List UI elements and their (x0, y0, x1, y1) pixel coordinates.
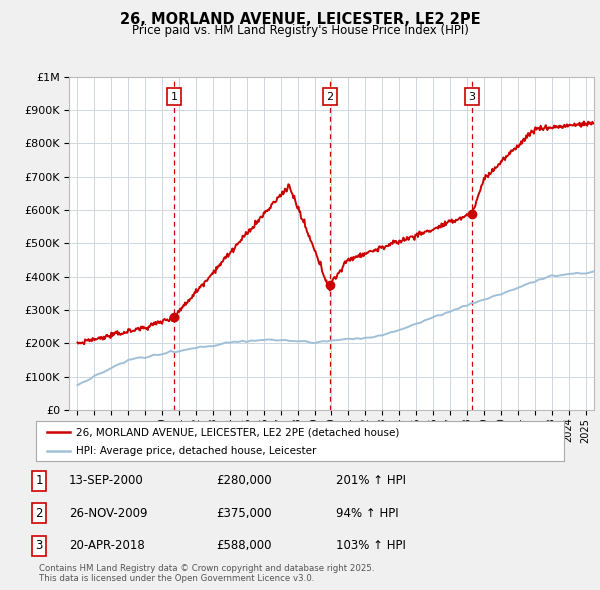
Text: £375,000: £375,000 (216, 507, 272, 520)
Text: £588,000: £588,000 (216, 539, 271, 552)
Text: 26, MORLAND AVENUE, LEICESTER, LE2 2PE (detached house): 26, MORLAND AVENUE, LEICESTER, LE2 2PE (… (76, 428, 399, 438)
Text: 13-SEP-2000: 13-SEP-2000 (69, 474, 144, 487)
Text: Price paid vs. HM Land Registry's House Price Index (HPI): Price paid vs. HM Land Registry's House … (131, 24, 469, 37)
Text: 1: 1 (35, 474, 43, 487)
Text: 103% ↑ HPI: 103% ↑ HPI (336, 539, 406, 552)
Text: 26-NOV-2009: 26-NOV-2009 (69, 507, 148, 520)
Text: 26, MORLAND AVENUE, LEICESTER, LE2 2PE: 26, MORLAND AVENUE, LEICESTER, LE2 2PE (119, 12, 481, 27)
Text: 94% ↑ HPI: 94% ↑ HPI (336, 507, 398, 520)
Text: HPI: Average price, detached house, Leicester: HPI: Average price, detached house, Leic… (76, 446, 316, 456)
Text: 3: 3 (35, 539, 43, 552)
Text: 3: 3 (469, 91, 476, 101)
Text: 2: 2 (326, 91, 334, 101)
Text: 201% ↑ HPI: 201% ↑ HPI (336, 474, 406, 487)
Text: £280,000: £280,000 (216, 474, 272, 487)
Text: 2: 2 (35, 507, 43, 520)
Text: 1: 1 (170, 91, 178, 101)
Text: 20-APR-2018: 20-APR-2018 (69, 539, 145, 552)
Text: Contains HM Land Registry data © Crown copyright and database right 2025.
This d: Contains HM Land Registry data © Crown c… (39, 563, 374, 583)
